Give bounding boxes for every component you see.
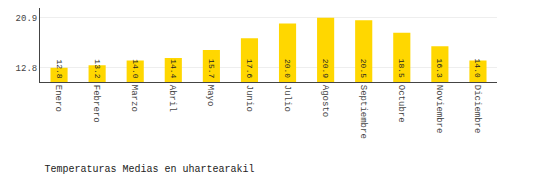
svg-text:14.0: 14.0 — [131, 59, 140, 78]
svg-text:16.3: 16.3 — [435, 59, 444, 78]
svg-text:Julio: Julio — [282, 85, 292, 112]
svg-text:Agosto: Agosto — [320, 85, 330, 117]
svg-text:20.9: 20.9 — [321, 59, 330, 78]
svg-text:Noviembre: Noviembre — [434, 85, 444, 134]
svg-text:Enero: Enero — [53, 85, 63, 112]
svg-text:Mayo: Mayo — [205, 85, 215, 107]
svg-text:17.6: 17.6 — [245, 59, 254, 78]
svg-text:14.4: 14.4 — [169, 59, 178, 78]
svg-text:20.5: 20.5 — [359, 59, 368, 78]
svg-text:13.2: 13.2 — [93, 59, 102, 78]
svg-text:20.9: 20.9 — [16, 14, 38, 24]
svg-text:Septiembre: Septiembre — [358, 85, 368, 139]
svg-text:Octubre: Octubre — [396, 85, 406, 123]
svg-text:15.7: 15.7 — [207, 59, 216, 78]
svg-text:12.8: 12.8 — [55, 59, 64, 78]
svg-text:12.8: 12.8 — [16, 64, 38, 74]
svg-text:18.5: 18.5 — [397, 59, 406, 78]
svg-text:Temperaturas Medias en uhartea: Temperaturas Medias en uhartearakil — [45, 164, 255, 174]
svg-text:Marzo: Marzo — [129, 85, 139, 112]
svg-text:Junio: Junio — [244, 85, 254, 112]
svg-text:14.0: 14.0 — [473, 59, 482, 78]
svg-text:Abril: Abril — [167, 85, 177, 112]
svg-text:20.0: 20.0 — [283, 59, 292, 78]
svg-text:Diciembre: Diciembre — [472, 85, 482, 134]
svg-text:Febrero: Febrero — [91, 85, 101, 123]
